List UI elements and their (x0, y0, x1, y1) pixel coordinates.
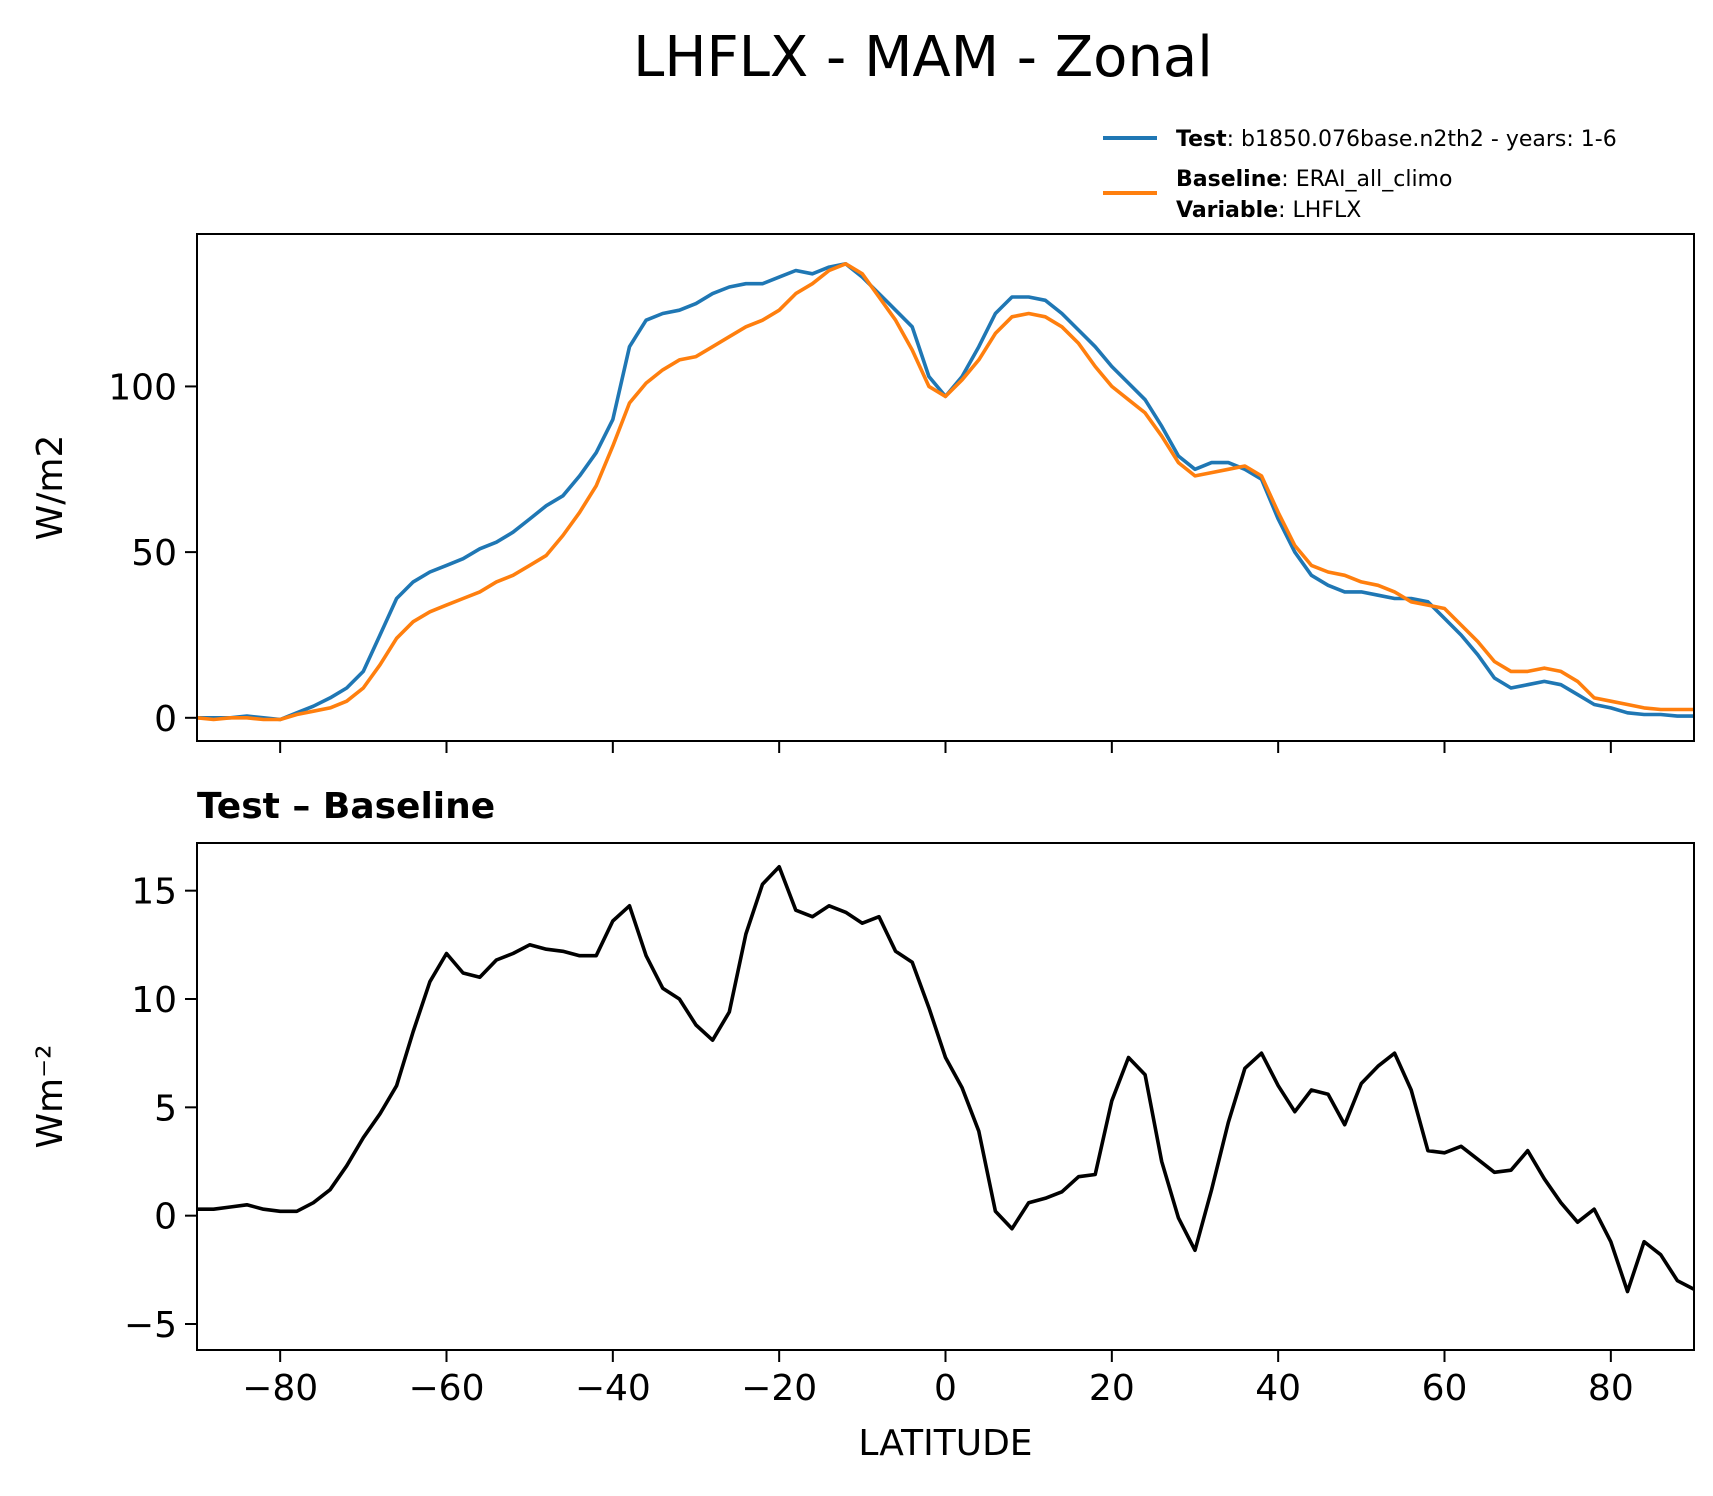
y-tick-label: 50 (131, 533, 177, 574)
series-line-baseline (197, 262, 1694, 722)
x-axis-label: LATITUDE (858, 1423, 1032, 1464)
series-line-test-baseline (197, 865, 1694, 1294)
legend-label-baseline: Baseline: ERAI_all_climo (1176, 167, 1452, 192)
panel-title: Test – Baseline (197, 786, 495, 827)
y-tick-label: −5 (124, 1305, 177, 1346)
axes-frame (196, 233, 1695, 742)
x-tick-label: 80 (1588, 1368, 1634, 1409)
axes-frame (196, 842, 1695, 1351)
x-tick-label: −80 (242, 1368, 318, 1409)
panel-top: 0 50 100 W/m2 (30, 233, 1695, 753)
y-axis-label: Wm⁻² (30, 1044, 71, 1148)
x-tick-label: −20 (741, 1368, 817, 1409)
x-tick-label: −40 (575, 1368, 651, 1409)
legend: Test: b1850.076base.n2th2 - years: 1-6 Ba… (1103, 127, 1617, 223)
legend-label-baseline: Variable: LHFLX (1176, 198, 1361, 223)
x-tick-label: 20 (1089, 1368, 1135, 1409)
x-tick-label: 60 (1422, 1368, 1468, 1409)
series-line-test (197, 262, 1694, 722)
figure-title: LHFLX - MAM - Zonal (633, 25, 1213, 90)
y-tick-label: 100 (108, 367, 177, 408)
y-tick-label: 0 (154, 699, 177, 740)
x-tick-label: −60 (409, 1368, 485, 1409)
y-axis-label: W/m2 (30, 435, 71, 541)
y-tick-label: 5 (154, 1088, 177, 1129)
y-tick-label: 15 (131, 872, 177, 913)
y-tick-label: 0 (154, 1197, 177, 1238)
panel-bottom: −80 −60 −40 −20 0 20 40 60 80 −5 0 5 10 15 Wm⁻² Test – … (30, 786, 1695, 1464)
legend-label-test: Test: b1850.076base.n2th2 - years: 1-6 (1176, 127, 1617, 152)
x-tick-label: 40 (1255, 1368, 1301, 1409)
x-tick-label: 0 (934, 1368, 957, 1409)
y-tick-label: 10 (131, 980, 177, 1021)
